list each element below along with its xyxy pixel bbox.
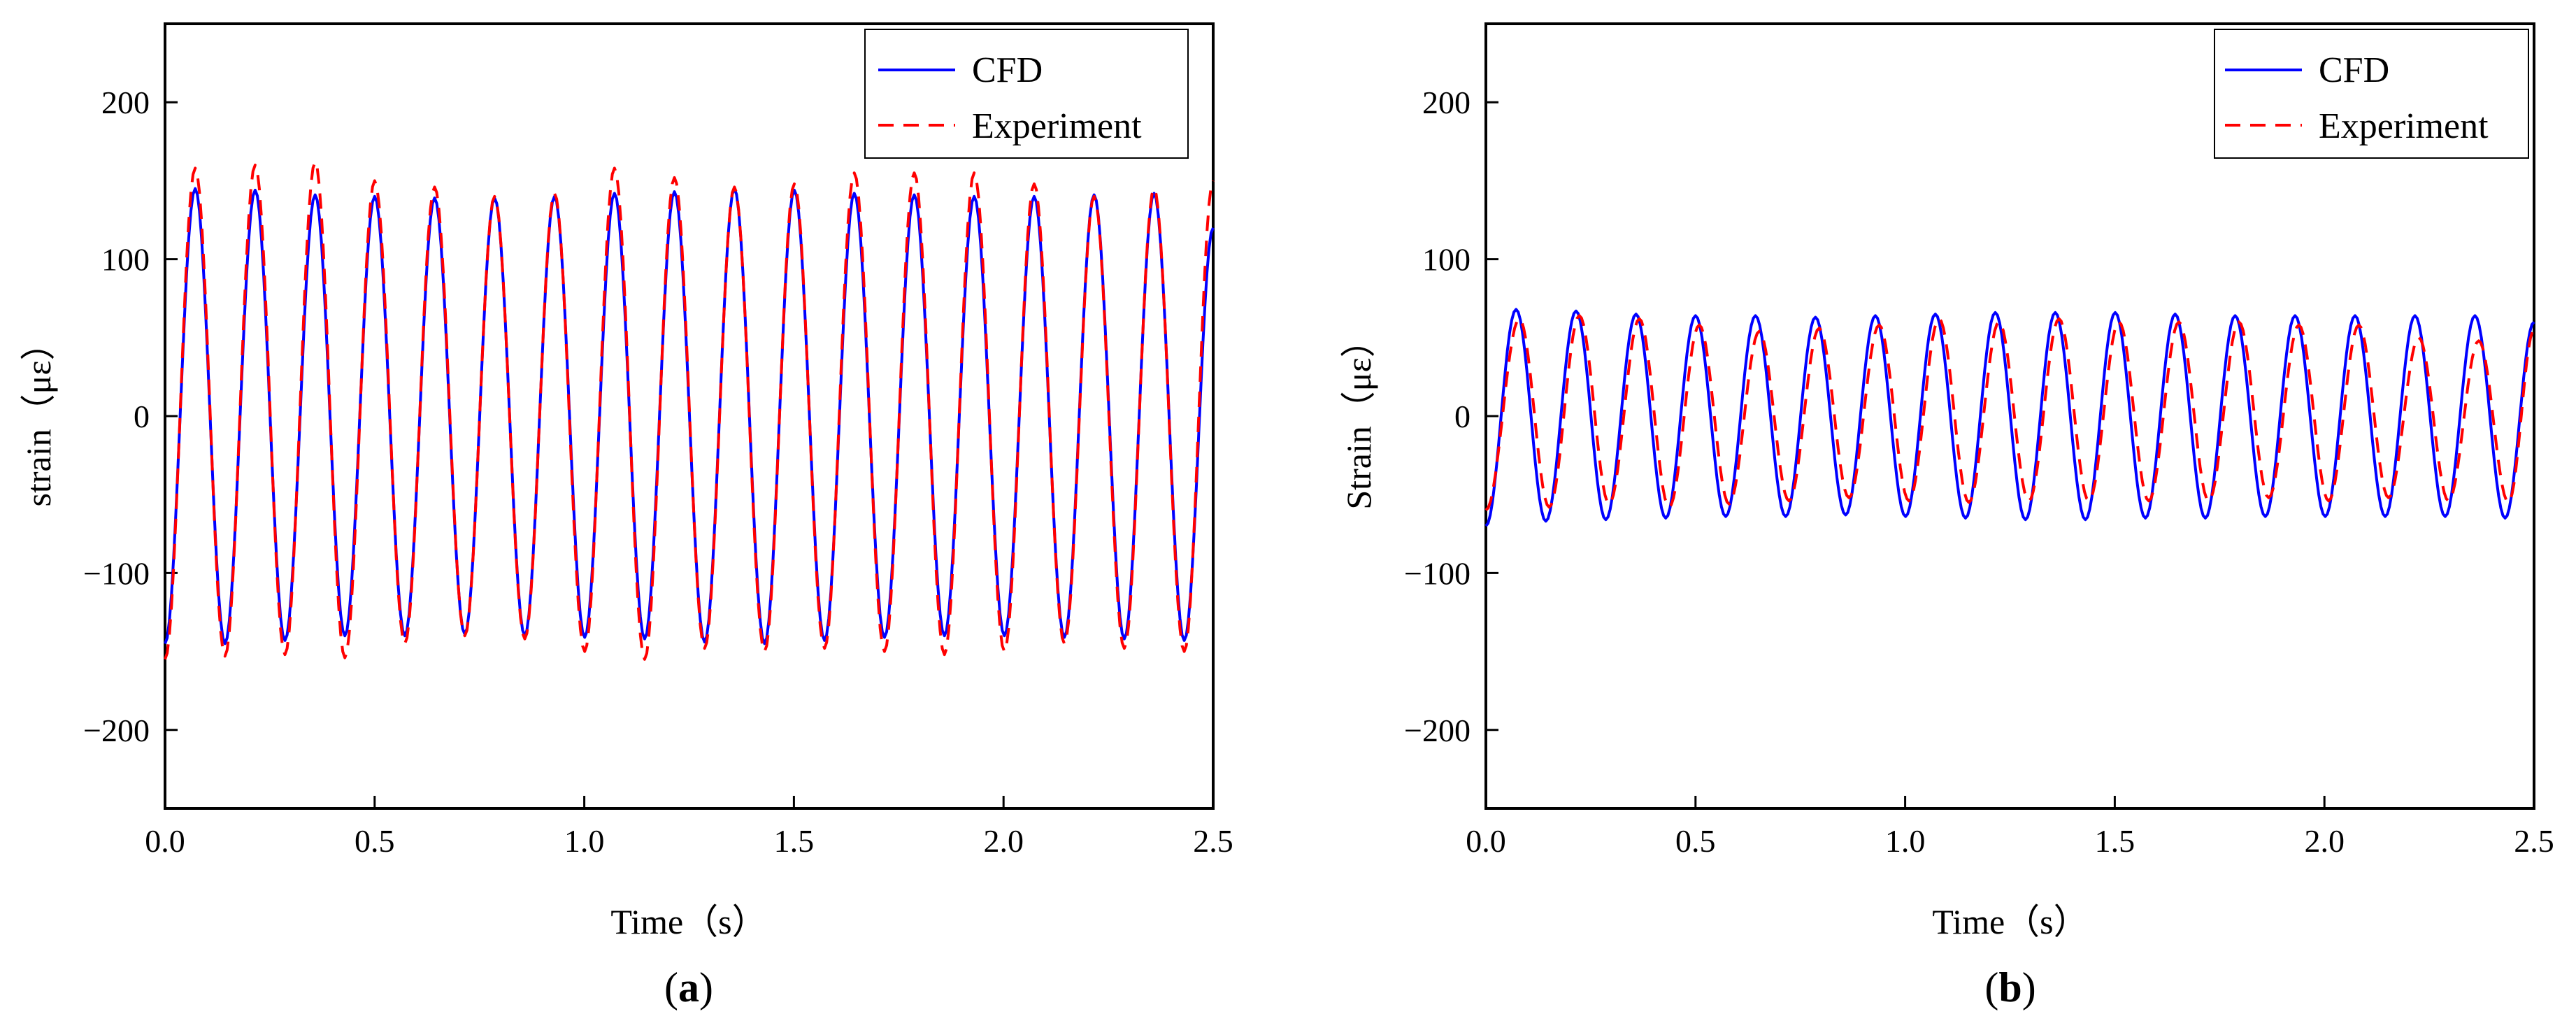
y-axis-title: Strain（με） [1339, 322, 1378, 509]
x-tick-label: 0.5 [1675, 823, 1716, 859]
x-tick-label: 2.5 [2514, 823, 2554, 859]
axis-tick-labels: 0.0 0.5 1.0 1.5 2.0 2.5 −200 −100 0 100 200 [83, 85, 1233, 859]
x-axis-title: Time（s） [610, 902, 766, 941]
series-cfd-line [1484, 308, 2535, 527]
legend-box [2214, 29, 2529, 159]
y-tick-label: 0 [1454, 399, 1471, 434]
y-tick-label: 100 [101, 242, 150, 278]
legend-cfd-label: CFD [2319, 50, 2389, 90]
series-cfd-line [164, 187, 1215, 645]
x-tick-label: 2.0 [983, 823, 1024, 859]
y-tick-label: −200 [83, 713, 150, 748]
x-axis-title: Time（s） [1932, 902, 2088, 941]
y-tick-label: −100 [1404, 555, 1471, 591]
panel-label-b: (b) [1984, 964, 2035, 1011]
chart-panel-a: 0.0 0.5 1.0 1.5 2.0 2.5 −200 −100 0 100 200 Time（s… [19, 22, 1233, 1011]
legend-experiment-label: Experiment [2319, 106, 2489, 146]
series-experiment-line [1484, 314, 2535, 512]
x-tick-label: 0.0 [145, 823, 185, 859]
x-tick-label: 1.5 [2095, 823, 2135, 859]
axis-ticks [164, 101, 1215, 808]
axis-tick-labels: 0.0 0.5 1.0 1.5 2.0 2.5 −200 −100 0 100 200 [1404, 85, 2554, 859]
x-tick-label: 2.5 [1193, 823, 1233, 859]
legend: CFD Experiment [2214, 29, 2529, 159]
legend-cfd-label: CFD [972, 50, 1043, 90]
y-axis-title: strain（με） [19, 326, 58, 507]
x-tick-label: 1.0 [1885, 823, 1926, 859]
axis-ticks [1484, 101, 2535, 808]
x-tick-label: 1.5 [774, 823, 815, 859]
y-tick-label: 100 [1422, 242, 1471, 278]
legend: CFD Experiment [864, 29, 1189, 159]
legend-experiment-label: Experiment [972, 106, 1142, 146]
series-group [164, 160, 1215, 661]
panel-label-a: (a) [664, 964, 713, 1011]
y-tick-label: 200 [101, 85, 150, 120]
y-tick-label: −100 [83, 555, 150, 591]
y-tick-label: −200 [1404, 713, 1471, 748]
legend-box [864, 29, 1189, 159]
y-tick-label: 0 [134, 399, 150, 434]
y-tick-label: 200 [1422, 85, 1471, 120]
series-group [1484, 308, 2535, 527]
series-experiment-line [164, 160, 1215, 661]
x-tick-label: 2.0 [2304, 823, 2345, 859]
chart-panel-b: 0.0 0.5 1.0 1.5 2.0 2.5 −200 −100 0 100 200 Time（s… [1339, 22, 2554, 1011]
x-tick-label: 0.5 [355, 823, 395, 859]
x-tick-label: 1.0 [564, 823, 605, 859]
x-tick-label: 0.0 [1466, 823, 1506, 859]
